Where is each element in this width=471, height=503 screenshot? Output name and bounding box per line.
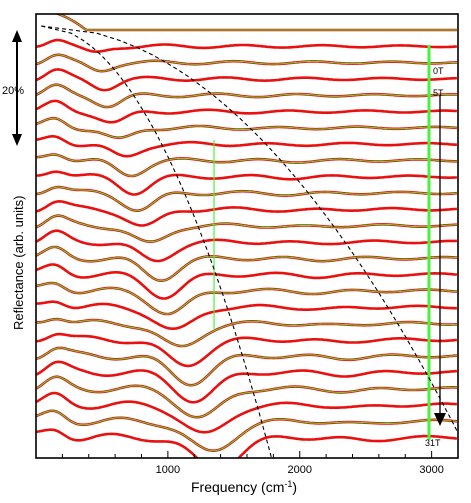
spectrum-data-24 (36, 410, 457, 452)
spectrum-fit-20 (36, 346, 458, 387)
spectrum-fit-25 (36, 428, 457, 458)
x-tick-label: 1000 (156, 464, 180, 476)
y-axis-label: Reflectance (arb. units) (11, 196, 26, 330)
spectrum-fit-13 (36, 229, 457, 263)
spectrum-fit-2 (36, 53, 457, 73)
spectrum-data-20 (36, 347, 457, 386)
field-arrow (434, 95, 446, 426)
spectrum-fit-19 (36, 332, 457, 368)
scale-bar-label: 20% (2, 85, 24, 97)
spectrum-fit-5 (36, 99, 457, 124)
spectrum-data-18 (36, 318, 457, 347)
spectrum-fit-11 (36, 199, 457, 227)
spectrum-data-0 (57, 14, 457, 31)
scale-bar: 20% (2, 30, 24, 146)
x-ticks: 1000 2000 3000 (61, 451, 444, 476)
x-tick-label: 2000 (288, 464, 312, 476)
spectrum-fit-12 (36, 214, 457, 243)
spectrum-data-22 (36, 376, 457, 418)
spectrum-fit-8 (36, 153, 457, 178)
label-0T: 0T (433, 66, 444, 76)
spectrum-fit-6 (36, 116, 457, 139)
spectrum-fit-15 (36, 263, 457, 300)
spectrum-fit-9 (36, 170, 457, 196)
spectrum-data-6 (36, 117, 457, 139)
spectrum-data-8 (36, 154, 457, 177)
spectrum-data-2 (36, 54, 457, 72)
x-axis-label: Frequency (cm-1) (191, 479, 297, 495)
spectrum-fit-0 (54, 14, 457, 32)
spectrum-fit-7 (36, 135, 457, 158)
spectrum-fit-3 (36, 68, 457, 92)
guide-lines (41, 25, 458, 458)
spectrum-data-10 (36, 186, 457, 212)
spectrum-data-14 (36, 246, 457, 282)
label-5T: 5T (433, 88, 444, 98)
x-tick-label: 3000 (419, 464, 443, 476)
spectra-group (36, 14, 458, 458)
spectrum-data-4 (36, 84, 457, 108)
spectrum-fit-21 (36, 360, 457, 404)
spectrum-fit-1 (36, 38, 457, 54)
label-31T: 31T (425, 438, 441, 448)
spectrum-data-16 (36, 282, 457, 315)
spectrum-fit-16 (36, 281, 457, 316)
spectrum-fit-17 (36, 300, 457, 330)
guide-line-outer (41, 25, 458, 435)
guide-line-inner (41, 25, 273, 458)
spectrum-fit-23 (36, 391, 457, 434)
spectrum-data-12 (36, 215, 457, 243)
